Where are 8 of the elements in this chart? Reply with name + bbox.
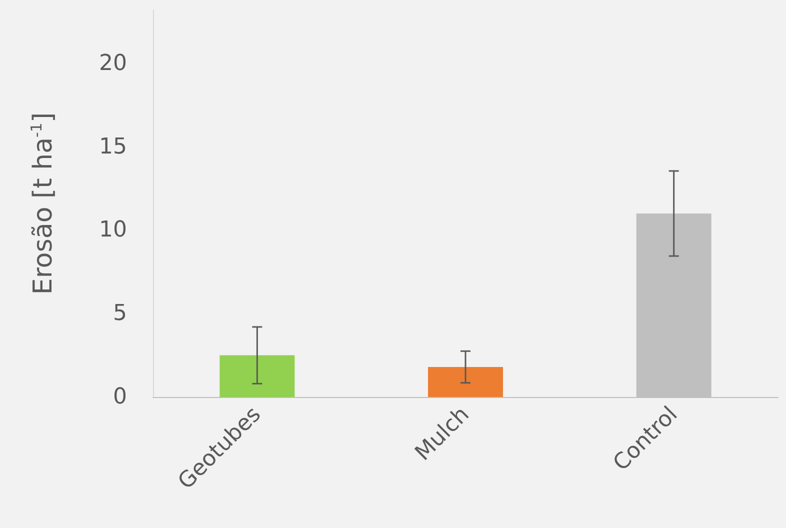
y-tick-label: 10 (99, 218, 127, 243)
bar (428, 366, 503, 397)
y-axis-title: Erosão [t ha-1] (28, 112, 58, 295)
bar (220, 355, 295, 397)
y-tick-label: 15 (99, 134, 127, 160)
y-tick-label: 5 (113, 301, 127, 326)
y-tick-label: 20 (99, 50, 127, 76)
y-tick-label: 0 (113, 384, 127, 410)
